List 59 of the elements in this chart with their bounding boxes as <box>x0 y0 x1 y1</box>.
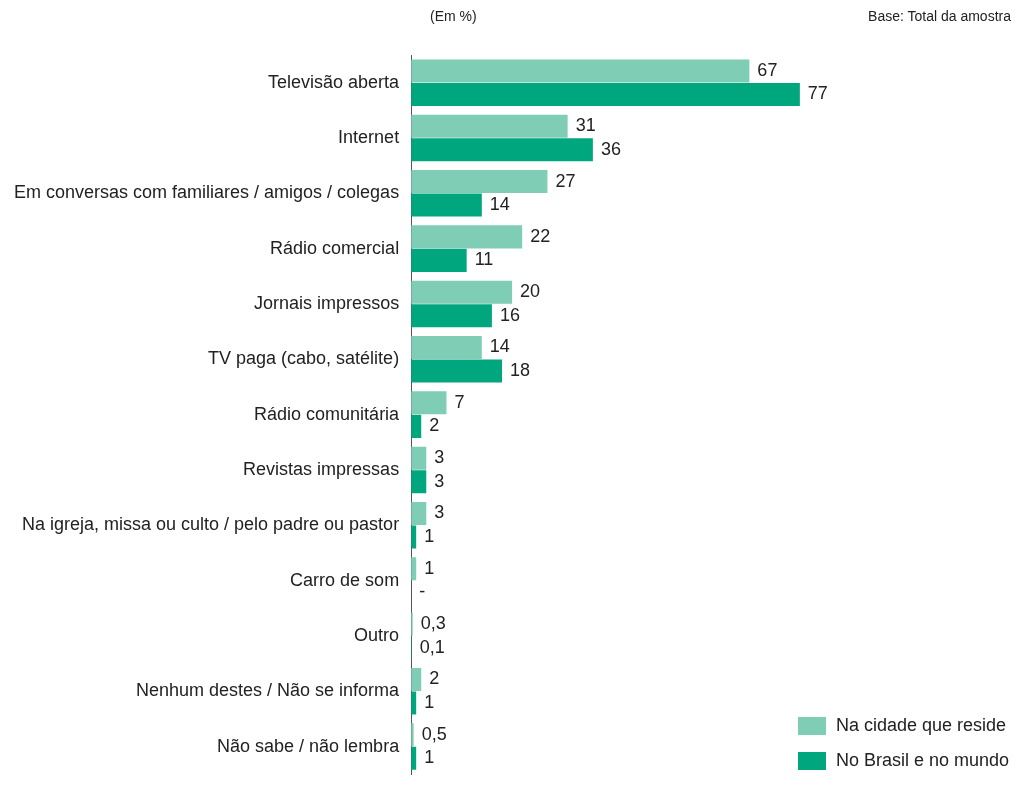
bar <box>411 82 800 106</box>
data-label: 1 <box>424 557 435 578</box>
data-label: 1 <box>424 525 435 546</box>
data-label: 20 <box>520 281 541 302</box>
data-label: 7 <box>454 391 465 412</box>
y-tick-label: Na igreja, missa ou culto / pelo padre ou pastor <box>21 514 400 535</box>
data-label: 1 <box>424 691 435 712</box>
bar <box>411 446 427 470</box>
bar <box>411 248 467 272</box>
data-label: 31 <box>575 115 596 136</box>
bar <box>411 225 523 249</box>
data-label: 77 <box>807 83 828 104</box>
bar <box>411 501 427 526</box>
legend-label: Na cidade que reside <box>835 715 1007 736</box>
bar <box>411 138 593 162</box>
y-tick-label: Não sabe / não lembra <box>217 735 401 756</box>
bar <box>411 193 482 217</box>
y-tick-label: Nenhum destes / Não se informa <box>136 680 401 701</box>
y-tick-label: TV paga (cabo, satélite) <box>208 348 400 369</box>
y-tick-label: Rádio comercial <box>270 237 400 258</box>
text: Base: Total da amostra <box>868 8 1011 24</box>
data-label: 16 <box>499 304 520 325</box>
bar <box>411 280 513 304</box>
y-tick-label: Carro de som <box>290 569 400 590</box>
data-label: 2 <box>429 415 440 436</box>
data-label: 27 <box>555 170 576 191</box>
text: (Em %) <box>430 8 477 24</box>
y-tick-label: Internet <box>338 126 400 147</box>
y-tick-label: Revistas impressas <box>243 458 400 479</box>
data-label: 3 <box>434 502 445 523</box>
y-tick-label: Rádio comunitária <box>254 403 401 424</box>
data-label: 1 <box>424 747 435 768</box>
data-label: 3 <box>434 447 445 468</box>
text: - <box>419 581 426 602</box>
bar <box>411 359 503 383</box>
data-label: 2 <box>429 668 440 689</box>
legend-label: No Brasil e no mundo <box>835 750 1009 771</box>
data-label: 14 <box>489 194 510 215</box>
data-label: 3 <box>434 470 445 491</box>
data-label: 11 <box>474 249 494 270</box>
data-label: 0,3 <box>420 613 446 634</box>
data-label: 0,5 <box>421 723 447 744</box>
bar <box>411 336 482 360</box>
y-tick-label: Em conversas com familiares / amigos / colegas <box>14 182 400 203</box>
data-label: 0,1 <box>419 636 445 657</box>
y-tick-label: Outro <box>354 624 400 645</box>
data-label: 36 <box>600 138 621 159</box>
y-tick-label: Televisão aberta <box>268 71 401 92</box>
bar <box>411 170 548 194</box>
bar <box>411 114 568 138</box>
bar <box>411 470 427 494</box>
bar <box>411 391 447 415</box>
data-label: 67 <box>757 59 778 80</box>
bar <box>411 59 750 83</box>
y-tick-label: Jornais impressos <box>254 292 400 313</box>
data-label: 22 <box>530 225 551 246</box>
bar <box>411 304 492 328</box>
data-label: 14 <box>489 336 510 357</box>
data-label: 18 <box>510 360 531 380</box>
